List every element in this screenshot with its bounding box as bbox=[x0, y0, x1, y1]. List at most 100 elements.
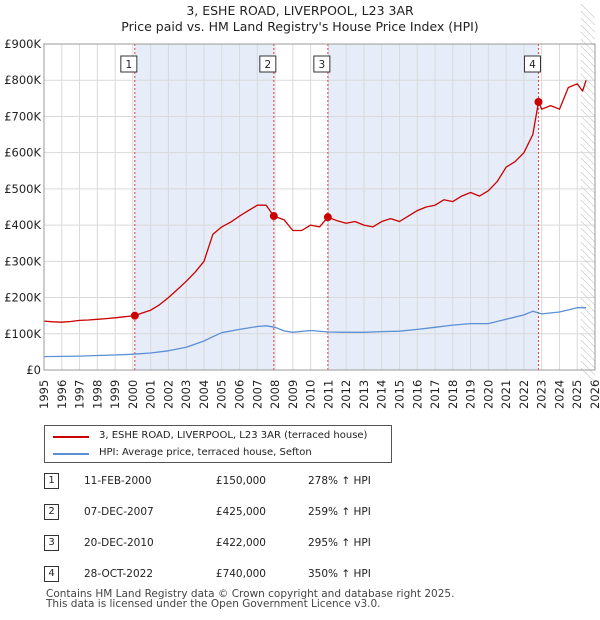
projection-hatch bbox=[580, 346, 596, 362]
projection-hatch bbox=[580, 325, 596, 341]
projection-hatch bbox=[580, 360, 596, 376]
projection-hatch bbox=[580, 73, 596, 89]
projection-hatch bbox=[580, 234, 596, 250]
y-tick-label: £400K bbox=[4, 218, 41, 232]
projection-hatch bbox=[580, 213, 596, 229]
hpi-line-swatch bbox=[53, 453, 89, 455]
x-tick-label: 2015 bbox=[392, 380, 406, 409]
sale-label-box bbox=[523, 55, 541, 73]
hpi-line bbox=[43, 307, 587, 358]
projection-hatch bbox=[580, 10, 596, 26]
plot-border bbox=[43, 43, 596, 371]
projection-hatch bbox=[580, 3, 596, 19]
projection-hatch bbox=[580, 318, 596, 334]
sale-label-text: 1 bbox=[125, 59, 132, 71]
x-tick-label: 2013 bbox=[357, 380, 371, 409]
projection-hatch bbox=[580, 276, 596, 292]
x-tick-label: 2010 bbox=[304, 380, 318, 409]
footer-copyright: Contains HM Land Registry data © Crown c… bbox=[46, 588, 455, 600]
projection-hatch bbox=[580, 206, 596, 222]
projection-hatch bbox=[580, 129, 596, 145]
projection-hatch bbox=[580, 150, 596, 166]
x-tick-label: 1999 bbox=[108, 380, 122, 409]
sale-hpi: 350% ↑ HPI bbox=[308, 568, 371, 580]
projection-hatch bbox=[580, 80, 596, 96]
projection-hatch bbox=[580, 178, 596, 194]
sale-label-box bbox=[259, 55, 277, 73]
projection-hatch bbox=[580, 59, 596, 75]
y-tick-label: £900K bbox=[4, 37, 41, 51]
x-tick-label: 2017 bbox=[428, 380, 442, 409]
projection-hatch bbox=[580, 262, 596, 278]
sale-band bbox=[327, 44, 539, 370]
projection-hatch bbox=[580, 101, 596, 117]
x-tick-label: 2018 bbox=[446, 380, 460, 409]
projection-hatch bbox=[580, 353, 596, 369]
x-tick-label: 2002 bbox=[161, 380, 175, 409]
x-tick-label: 2001 bbox=[144, 380, 158, 409]
footer-licence: This data is licensed under the Open Gov… bbox=[46, 598, 381, 610]
price-line-swatch bbox=[53, 436, 89, 438]
sale-hpi: 278% ↑ HPI bbox=[308, 475, 371, 487]
x-tick-label: 2026 bbox=[588, 380, 600, 409]
projection-hatch bbox=[580, 220, 596, 236]
projection-hatch bbox=[580, 339, 596, 355]
projection-hatch bbox=[580, 255, 596, 271]
x-tick-label: 2021 bbox=[499, 380, 513, 409]
x-tick-label: 2025 bbox=[570, 380, 584, 409]
price-chart: £0 £100K £200K £300K £400K £500K £600K £700K £80… bbox=[4, 3, 600, 409]
y-tick-label: £600K bbox=[4, 146, 41, 160]
sale-point bbox=[534, 97, 543, 106]
x-tick-label: 2007 bbox=[250, 380, 264, 409]
x-tick-label: 2009 bbox=[286, 380, 300, 409]
sale-hpi: 295% ↑ HPI bbox=[308, 537, 371, 549]
y-tick-label: £800K bbox=[4, 73, 41, 87]
projection-hatch bbox=[580, 164, 596, 180]
sale-labels: 1 2 3 4 bbox=[120, 55, 541, 73]
x-tick-label: 1995 bbox=[37, 380, 51, 409]
legend-hpi-label: HPI: Average price, terraced house, Seft… bbox=[99, 447, 312, 458]
sale-point bbox=[269, 212, 278, 221]
sale-label-text: 3 bbox=[319, 59, 326, 71]
y-tick-label: £300K bbox=[4, 254, 41, 268]
plot-frame bbox=[43, 43, 596, 371]
sale-date: 07-DEC-2007 bbox=[84, 506, 154, 518]
x-tick-label: 2024 bbox=[552, 380, 566, 409]
table-row: 1 11-FEB-2000 £150,000 278% ↑ HPI bbox=[44, 470, 424, 492]
x-tick-label: 2005 bbox=[215, 380, 229, 409]
projection-hatch bbox=[580, 227, 596, 243]
x-tick-label: 2011 bbox=[321, 380, 335, 409]
x-tick-label: 2019 bbox=[464, 380, 478, 409]
x-tick-label: 2003 bbox=[179, 380, 193, 409]
x-tick-label: 2012 bbox=[339, 380, 353, 409]
sale-price: £150,000 bbox=[215, 475, 266, 487]
projection-hatch bbox=[580, 45, 596, 61]
table-row: 3 20-DEC-2010 £422,000 295% ↑ HPI bbox=[44, 532, 424, 554]
sale-date: 20-DEC-2010 bbox=[84, 537, 154, 549]
x-tick-label: 2006 bbox=[233, 380, 247, 409]
projection-hatch bbox=[580, 17, 596, 33]
x-tick-label: 2020 bbox=[481, 380, 495, 409]
table-row: 4 28-OCT-2022 £740,000 350% ↑ HPI bbox=[44, 563, 424, 585]
projection-hatch bbox=[580, 290, 596, 306]
grid-lines bbox=[43, 43, 596, 371]
x-tick-label: 1998 bbox=[90, 380, 104, 409]
y-tick-label: £200K bbox=[4, 291, 41, 305]
sale-number: 1 bbox=[44, 473, 59, 489]
sale-point bbox=[130, 311, 139, 320]
projection-hatch bbox=[580, 115, 596, 131]
sale-date: 28-OCT-2022 bbox=[84, 568, 153, 580]
sale-label-box bbox=[313, 55, 331, 73]
x-tick-label: 2000 bbox=[126, 380, 140, 409]
sale-hpi: 259% ↑ HPI bbox=[308, 506, 371, 518]
sale-price: £422,000 bbox=[215, 537, 266, 549]
projection-hatch bbox=[580, 283, 596, 299]
y-tick-label: £700K bbox=[4, 109, 41, 123]
x-tick-label: 2022 bbox=[517, 380, 531, 409]
sale-price: £425,000 bbox=[215, 506, 266, 518]
sale-label-text: 4 bbox=[529, 59, 536, 71]
projection-hatch bbox=[580, 269, 596, 285]
projection-hatch bbox=[580, 332, 596, 348]
projection-hatch bbox=[580, 66, 596, 82]
sale-label-text: 2 bbox=[264, 59, 271, 71]
